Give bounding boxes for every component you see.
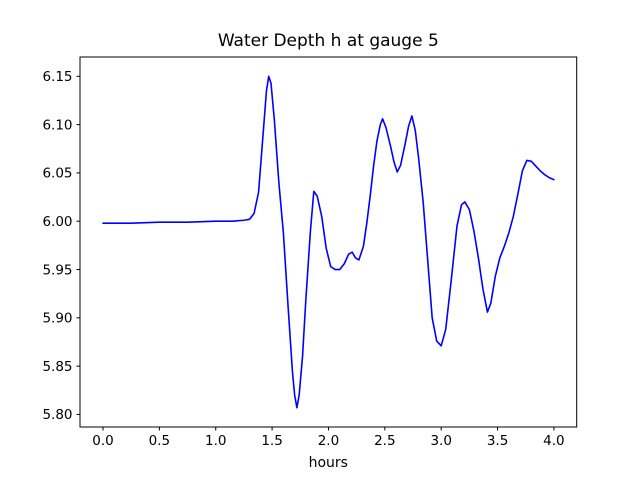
y-tick-label: 5.85 <box>42 359 72 375</box>
x-tick-label: 0.0 <box>92 433 113 449</box>
x-tick-label: 3.0 <box>430 433 451 449</box>
x-tick-label: 2.5 <box>374 433 395 449</box>
y-tick-label: 6.05 <box>42 166 72 182</box>
x-tick-label: 4.0 <box>543 433 564 449</box>
y-tick-label: 6.00 <box>42 214 72 230</box>
x-tick-label: 1.5 <box>261 433 282 449</box>
x-tick-label: 1.0 <box>205 433 226 449</box>
chart-title: Water Depth h at gauge 5 <box>218 31 439 51</box>
x-tick-label: 0.5 <box>149 433 170 449</box>
y-tick-label: 6.15 <box>42 69 72 85</box>
data-line-water-depth-h <box>102 75 555 409</box>
plot-border <box>79 56 578 428</box>
y-tick-label: 6.10 <box>42 117 72 133</box>
y-tick-label: 5.95 <box>42 262 72 278</box>
x-tick-label: 2.0 <box>318 433 339 449</box>
y-tick-label: 5.90 <box>42 311 72 327</box>
x-axis-label: hours <box>309 455 348 471</box>
x-tick-label: 3.5 <box>487 433 508 449</box>
y-tick-label: 5.80 <box>42 407 72 423</box>
